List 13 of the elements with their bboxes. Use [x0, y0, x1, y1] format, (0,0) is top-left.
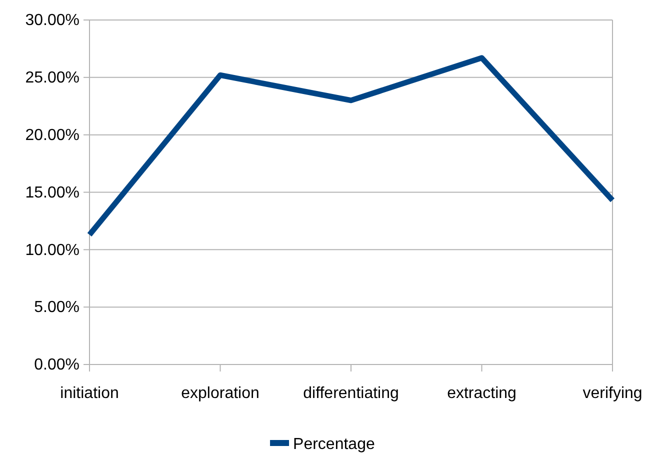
x-tick-label: initiation [60, 384, 119, 402]
y-tick-label: 0.00% [34, 356, 80, 374]
legend-label: Percentage [293, 436, 375, 453]
x-tick-label: verifying [582, 384, 642, 402]
y-tick-label: 10.00% [25, 242, 80, 259]
x-tick-label: extracting [447, 384, 516, 402]
y-tick-label: 20.00% [25, 126, 80, 144]
y-tick-label: 25.00% [25, 70, 80, 87]
y-tick-label: 5.00% [34, 299, 80, 316]
y-tick-label: 30.00% [25, 12, 80, 30]
y-tick-label: 15.00% [25, 184, 80, 202]
x-tick-label: differentiating [303, 384, 399, 402]
x-tick-label: exploration [181, 384, 260, 402]
